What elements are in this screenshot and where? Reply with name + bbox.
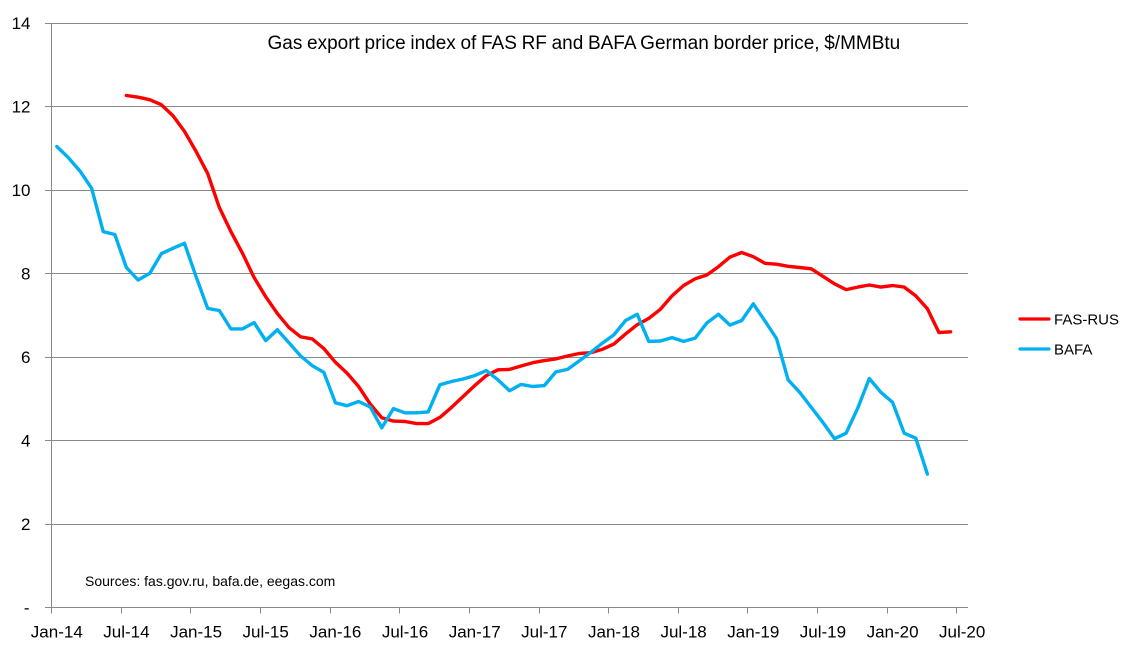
svg-text:Jan-16: Jan-16 xyxy=(309,623,361,642)
svg-text:Jan-19: Jan-19 xyxy=(727,623,779,642)
svg-text:-: - xyxy=(24,599,30,618)
svg-text:Sources: fas.gov.ru, bafa.de,: Sources: fas.gov.ru, bafa.de, eegas.com xyxy=(85,573,335,589)
svg-text:6: 6 xyxy=(21,348,30,367)
svg-text:Jul-19: Jul-19 xyxy=(800,623,846,642)
svg-text:12: 12 xyxy=(12,98,31,117)
svg-text:Jul-18: Jul-18 xyxy=(660,623,706,642)
svg-text:Gas export price index of FAS: Gas export price index of FAS RF and BAF… xyxy=(268,33,901,54)
svg-text:4: 4 xyxy=(21,432,30,451)
svg-text:Jan-14: Jan-14 xyxy=(31,623,83,642)
svg-text:2: 2 xyxy=(21,515,30,534)
svg-text:Jul-15: Jul-15 xyxy=(243,623,289,642)
svg-text:14: 14 xyxy=(12,14,31,33)
svg-text:Jul-14: Jul-14 xyxy=(103,623,149,642)
svg-text:8: 8 xyxy=(21,265,30,284)
svg-text:FAS-RUS: FAS-RUS xyxy=(1054,312,1119,329)
svg-text:Jul-16: Jul-16 xyxy=(382,623,428,642)
svg-text:10: 10 xyxy=(12,181,31,200)
svg-text:Jan-18: Jan-18 xyxy=(588,623,640,642)
svg-text:BAFA: BAFA xyxy=(1054,342,1092,359)
svg-text:Jan-15: Jan-15 xyxy=(170,623,222,642)
svg-text:Jul-20: Jul-20 xyxy=(939,623,985,642)
svg-text:Jul-17: Jul-17 xyxy=(521,623,567,642)
svg-text:Jan-20: Jan-20 xyxy=(867,623,919,642)
svg-text:Jan-17: Jan-17 xyxy=(449,623,501,642)
